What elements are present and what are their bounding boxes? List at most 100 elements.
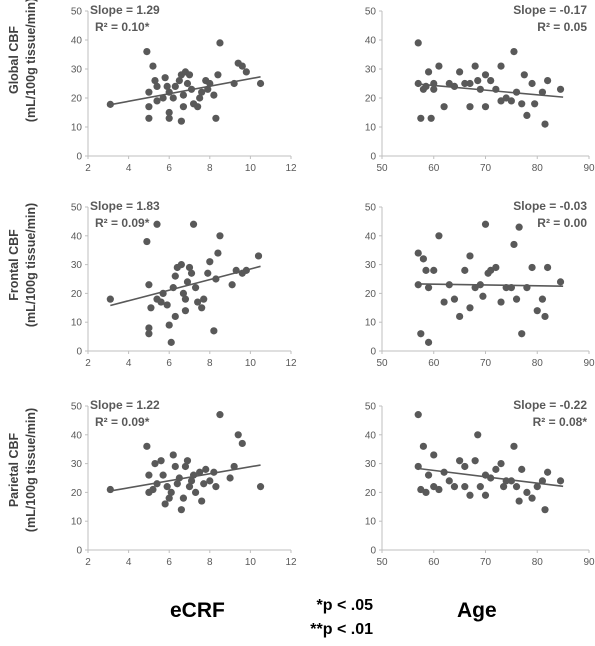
- data-point: [466, 103, 474, 111]
- data-point: [230, 462, 238, 471]
- x-tick-label: 4: [126, 358, 132, 369]
- data-point: [149, 62, 157, 70]
- data-point: [497, 298, 505, 306]
- y-tick-label: 0: [370, 152, 376, 163]
- row-label-frontal-line2: (mL/100g tissue/min): [24, 203, 38, 327]
- data-point: [471, 457, 479, 465]
- data-point: [476, 483, 484, 491]
- data-point: [541, 312, 549, 321]
- data-point: [161, 500, 169, 508]
- data-point: [187, 477, 196, 485]
- x-tick-label: 12: [285, 163, 297, 174]
- data-point: [528, 494, 536, 502]
- data-point: [163, 483, 171, 491]
- data-point: [200, 295, 208, 303]
- slope-annotation: Slope = 1.83: [90, 199, 160, 213]
- data-point: [440, 103, 448, 111]
- y-tick-label: 30: [71, 260, 83, 271]
- data-point: [157, 457, 165, 465]
- r2-annotation: R² = 0.09*: [95, 415, 150, 429]
- y-tick-label: 0: [370, 347, 376, 358]
- data-point: [234, 431, 242, 439]
- data-point: [461, 462, 469, 471]
- data-point: [163, 82, 171, 90]
- data-point: [183, 79, 192, 88]
- data-point: [507, 97, 515, 105]
- data-point: [228, 281, 236, 289]
- data-point: [153, 97, 161, 105]
- y-tick-label: 20: [365, 289, 377, 300]
- data-point: [214, 249, 222, 257]
- data-point: [481, 71, 490, 79]
- data-point: [471, 62, 479, 70]
- data-point: [171, 272, 179, 280]
- data-point: [510, 48, 518, 56]
- data-point: [145, 281, 153, 289]
- data-point: [556, 278, 565, 286]
- x-tick-label: 80: [532, 358, 544, 369]
- data-point: [424, 471, 433, 479]
- trend-line: [418, 283, 564, 287]
- data-point: [466, 304, 474, 312]
- data-point: [212, 114, 220, 122]
- r2-annotation: R² = 0.05: [537, 20, 587, 34]
- x-tick-label: 8: [207, 557, 213, 568]
- data-point: [531, 100, 539, 108]
- data-point: [179, 103, 188, 111]
- data-point: [456, 68, 464, 76]
- data-point: [181, 462, 190, 471]
- data-point: [167, 338, 175, 346]
- data-point: [179, 91, 188, 99]
- x-tick-label: 4: [126, 163, 132, 174]
- y-tick-label: 50: [365, 402, 377, 413]
- data-point: [474, 77, 482, 85]
- data-point: [520, 71, 528, 79]
- x-tick-label: 4: [126, 557, 132, 568]
- data-point: [450, 295, 459, 303]
- data-point: [435, 62, 443, 70]
- data-point: [145, 330, 153, 338]
- data-point: [179, 494, 188, 502]
- data-point: [187, 269, 196, 277]
- panel-parietal-age: 0 10 20 30 40 50 50 60 70 80 90 Slope = -0.22 R² = 0…: [365, 398, 595, 568]
- y-tick-label: 20: [71, 289, 83, 300]
- data-point: [159, 94, 167, 102]
- data-point: [430, 451, 438, 459]
- data-point: [145, 471, 153, 479]
- data-point: [169, 94, 177, 102]
- y-tick-label: 0: [370, 546, 376, 557]
- data-point: [145, 114, 153, 122]
- x-tick-label: 50: [376, 163, 388, 174]
- data-point: [202, 465, 210, 473]
- data-point: [417, 330, 425, 338]
- data-point: [419, 255, 427, 263]
- x-tick-label: 12: [285, 557, 297, 568]
- data-point: [461, 79, 469, 88]
- y-tick-label: 30: [365, 459, 377, 470]
- data-point: [422, 488, 430, 496]
- x-tick-label: 6: [166, 557, 172, 568]
- row-label-global-line1: Global CBF: [7, 26, 21, 94]
- footnote-p05: *p < .05: [316, 597, 373, 614]
- data-point: [106, 485, 114, 494]
- data-point: [194, 298, 202, 306]
- data-point: [538, 295, 547, 303]
- data-point: [479, 292, 487, 300]
- data-point: [430, 85, 438, 93]
- y-tick-label: 10: [71, 517, 83, 528]
- data-point: [538, 88, 547, 96]
- panel-parietal-ecrf: 0 10 20 30 40 50 2 4 6 8 10 12 Slope = 1.22 R² = 0.09…: [71, 398, 297, 568]
- data-point: [256, 79, 265, 88]
- data-point: [541, 506, 549, 514]
- x-tick-label: 50: [376, 358, 388, 369]
- y-tick-label: 20: [365, 488, 377, 499]
- data-point: [492, 263, 500, 272]
- slope-annotation: Slope = 1.29: [90, 3, 160, 17]
- data-point: [173, 480, 181, 488]
- data-point: [153, 82, 161, 90]
- y-tick-label: 40: [71, 36, 83, 47]
- data-point: [518, 465, 526, 473]
- slope-annotation: Slope = -0.17: [513, 3, 587, 17]
- data-point: [185, 483, 194, 491]
- y-tick-label: 10: [365, 123, 377, 134]
